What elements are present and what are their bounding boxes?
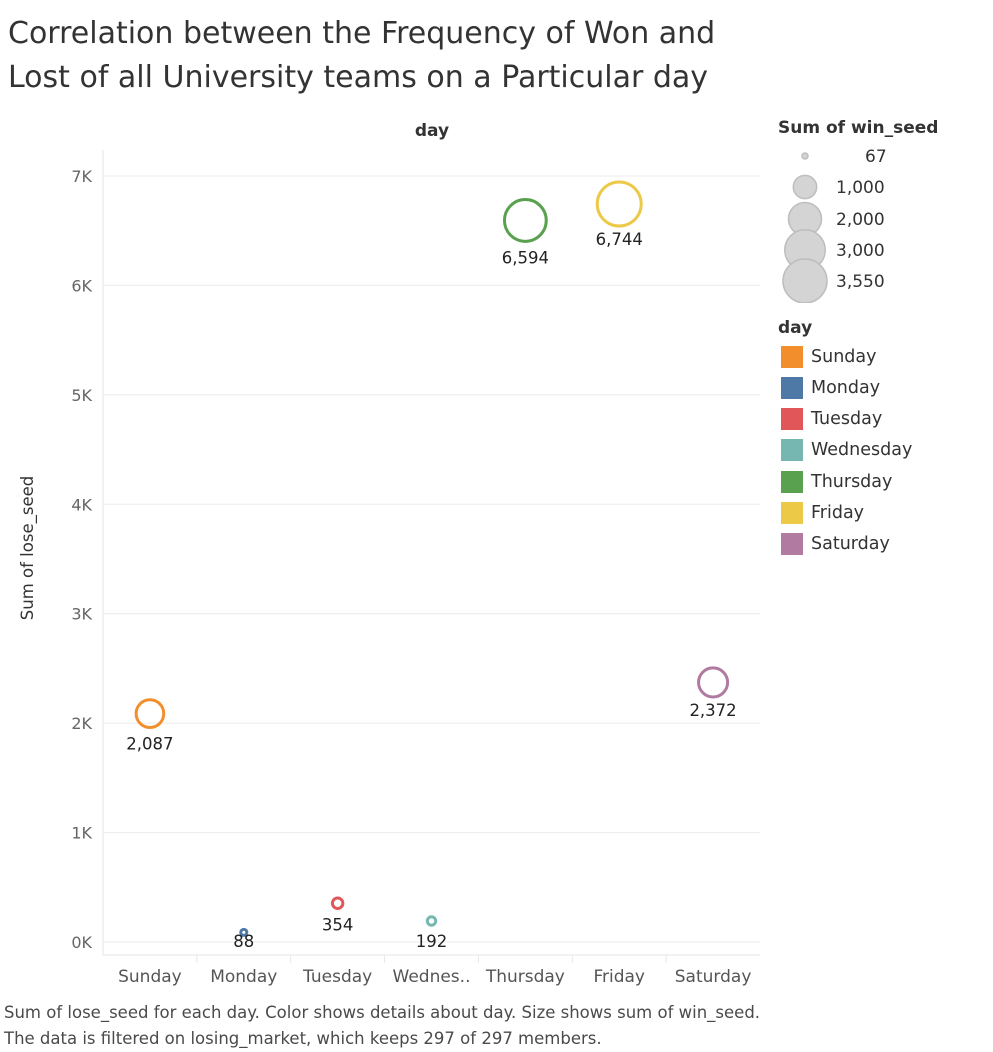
- legend-swatch: [781, 346, 803, 368]
- size-legend-label: 3,550: [836, 272, 885, 292]
- legend-swatch: [781, 471, 803, 493]
- data-label: 6,594: [502, 248, 549, 267]
- data-marks: [134, 180, 730, 937]
- y-tick-label: 7K: [71, 167, 92, 186]
- legend-label: Friday: [811, 503, 865, 523]
- size-legend-label: 3,000: [836, 241, 885, 261]
- legend-item-thursday[interactable]: Thursday: [778, 469, 988, 495]
- data-label: 192: [416, 932, 448, 951]
- y-tick-label: 2K: [71, 714, 92, 733]
- legend-label: Wednesday: [811, 440, 913, 460]
- legend-label: Saturday: [811, 534, 890, 554]
- y-axis-title: Sum of lose_seed: [18, 476, 38, 620]
- data-label: 2,372: [689, 701, 736, 720]
- scatter-chart: 0K 1K 2K 3K 4K 5K 6K 7K Sunday Monday Tuesday Wedne…: [18, 121, 760, 987]
- data-point-saturday[interactable]: [697, 666, 730, 699]
- size-legend-circle: [782, 258, 828, 303]
- legend-swatch: [781, 533, 803, 555]
- size-legend-label: 1,000: [836, 178, 885, 198]
- legend-swatch: [781, 439, 803, 461]
- legend-item-sunday[interactable]: Sunday: [778, 344, 988, 370]
- data-point-wednesday[interactable]: [425, 915, 438, 927]
- color-legend-title: day: [778, 318, 813, 338]
- data-label: 88: [233, 932, 254, 951]
- legend-swatch: [781, 502, 803, 524]
- legend-item-monday[interactable]: Monday: [778, 375, 988, 401]
- grid-lines: [103, 175, 760, 943]
- data-label: 2,087: [126, 734, 173, 753]
- legend-swatch: [781, 408, 803, 430]
- legend-label: Monday: [811, 378, 881, 398]
- x-tick-label: Thursday: [485, 967, 565, 987]
- data-labels: 2,087 88 354 192 6,594 6,744 2,372: [126, 230, 736, 951]
- data-point-sunday[interactable]: [134, 698, 166, 729]
- tick-labels: 0K 1K 2K 3K 4K 5K 6K 7K Sunday Monday Tuesday Wedne…: [71, 167, 751, 987]
- legend-label: Sunday: [811, 347, 877, 367]
- data-point-tuesday[interactable]: [330, 896, 345, 910]
- size-legend-title: Sum of win_seed: [778, 118, 939, 138]
- data-label: 6,744: [596, 230, 643, 249]
- y-tick-label: 4K: [71, 495, 92, 514]
- size-legend-label: 2,000: [836, 210, 885, 230]
- size-legend-label: 67: [865, 147, 887, 167]
- data-label: 354: [322, 915, 354, 934]
- data-point-friday[interactable]: [595, 180, 643, 228]
- legend-item-friday[interactable]: Friday: [778, 500, 988, 526]
- y-tick-label: 0K: [71, 933, 92, 952]
- y-tick-label: 3K: [71, 605, 92, 624]
- axes: [102, 150, 760, 963]
- y-tick-label: 1K: [71, 824, 92, 843]
- size-legend-circle: [792, 174, 818, 200]
- size-legend-items: 67 1,000 2,000 3,000 3,550: [782, 147, 887, 303]
- x-tick-label: Sunday: [118, 967, 182, 987]
- legend-label: Tuesday: [811, 409, 883, 429]
- chart-caption: Sum of lose_seed for each day. Color sho…: [4, 1003, 761, 1048]
- data-point-thursday[interactable]: [502, 198, 548, 243]
- data-point-monday[interactable]: [239, 927, 249, 937]
- x-tick-label: Saturday: [675, 967, 752, 987]
- legend-label: Thursday: [811, 472, 893, 492]
- legend-item-wednesday[interactable]: Wednesday: [778, 437, 988, 463]
- legend-item-tuesday[interactable]: Tuesday: [778, 406, 988, 432]
- y-tick-label: 5K: [71, 386, 92, 405]
- legend-swatch: [781, 377, 803, 399]
- size-legend: Sum of win_seed 67 1,000 2,000 3,000 3,550: [778, 118, 993, 303]
- chart-title: Correlation between the Frequency of Won…: [8, 16, 716, 95]
- x-tick-label: Wednes..: [393, 967, 471, 987]
- x-tick-label: Friday: [593, 967, 645, 987]
- column-header: day: [415, 121, 449, 141]
- size-legend-circle: [801, 152, 809, 160]
- x-tick-label: Monday: [210, 967, 277, 987]
- y-tick-label: 6K: [71, 276, 92, 295]
- legend-item-saturday[interactable]: Saturday: [778, 531, 988, 557]
- x-tick-label: Tuesday: [302, 967, 372, 987]
